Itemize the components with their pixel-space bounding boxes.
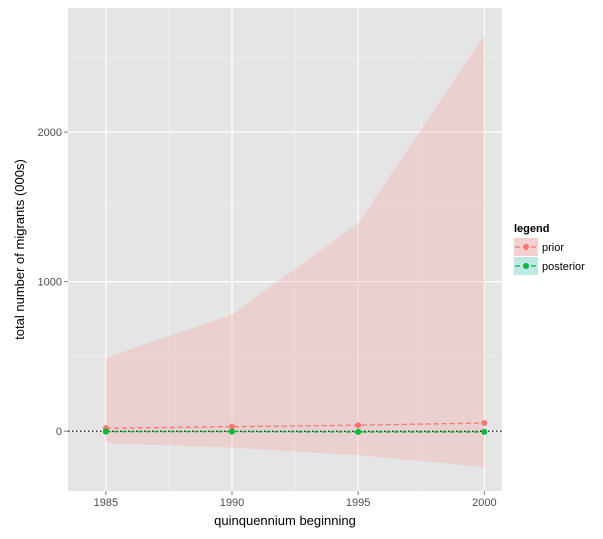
point-prior [481, 420, 487, 426]
legend-label-posterior: posterior [542, 261, 585, 273]
point-posterior [103, 429, 109, 435]
y-axis-label: total number of migrants (000s) [12, 159, 27, 340]
x-tick-label: 1990 [220, 497, 244, 509]
x-axis-label: quinquennium beginning [214, 513, 356, 528]
legend-key-point [523, 263, 529, 269]
x-tick-label: 2000 [472, 497, 496, 509]
point-prior [355, 422, 361, 428]
y-tick-label: 1000 [38, 277, 62, 289]
x-tick-label: 1985 [94, 497, 118, 509]
legend: legend prior posterior [514, 223, 585, 275]
legend-key-point [523, 244, 529, 250]
y-tick-label: 2000 [38, 127, 62, 139]
point-posterior [355, 429, 361, 435]
point-posterior [481, 429, 487, 435]
y-axis-ticks: 0 1000 2000 [38, 127, 68, 438]
x-tick-label: 1995 [346, 497, 370, 509]
x-axis-ticks: 1985 1990 1995 2000 [94, 491, 497, 509]
legend-keys: prior posterior [514, 238, 585, 275]
legend-title: legend [514, 223, 549, 235]
legend-label-prior: prior [542, 242, 564, 254]
y-tick-label: 0 [56, 426, 62, 438]
point-posterior [229, 429, 235, 435]
